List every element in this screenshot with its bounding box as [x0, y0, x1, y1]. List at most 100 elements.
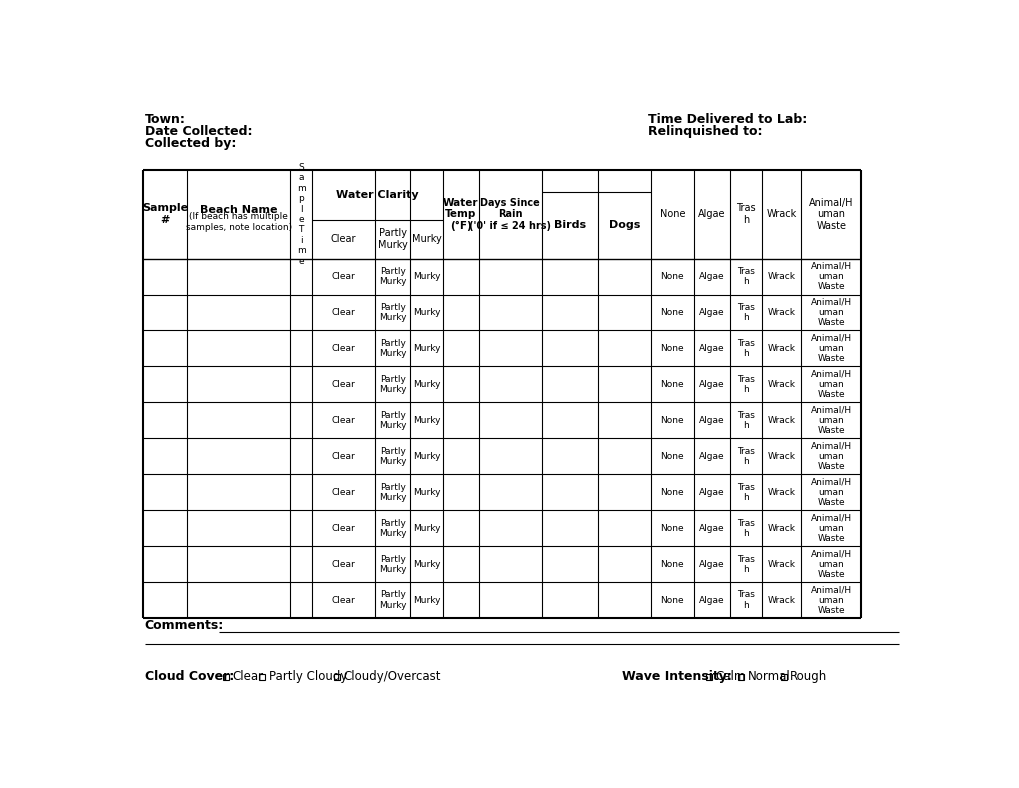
Text: Algae: Algae [698, 416, 723, 425]
Text: Partly
Murky: Partly Murky [379, 375, 407, 394]
Text: Tras
h: Tras h [737, 555, 754, 574]
Text: Partly
Murky: Partly Murky [379, 447, 407, 466]
Text: Animal/H
uman
Waste: Animal/H uman Waste [810, 549, 851, 579]
Text: Algae: Algae [698, 380, 723, 389]
Text: Algae: Algae [698, 272, 723, 281]
Text: Partly
Murky: Partly Murky [378, 229, 408, 250]
Text: Cloudy/Overcast: Cloudy/Overcast [343, 670, 440, 683]
Text: Clear: Clear [331, 344, 356, 353]
Text: Murky: Murky [413, 596, 440, 604]
Text: Rough: Rough [790, 670, 826, 683]
Text: Animal/H
uman
Waste: Animal/H uman Waste [810, 406, 851, 435]
Text: Murky: Murky [413, 452, 440, 461]
Text: Clear: Clear [331, 416, 356, 425]
Text: Wrack: Wrack [767, 308, 795, 317]
Text: Murky: Murky [413, 344, 440, 353]
Text: Tras
h: Tras h [737, 339, 754, 359]
Text: Wrack: Wrack [767, 452, 795, 461]
Text: Wrack: Wrack [767, 416, 795, 425]
Text: Wave Intensity:: Wave Intensity: [622, 670, 731, 683]
Text: Algae: Algae [698, 524, 723, 533]
Text: Tras
h: Tras h [737, 375, 754, 394]
Text: Beach Name: Beach Name [200, 205, 277, 214]
Bar [222, 674, 229, 680]
Text: Animal/H
uman
Waste: Animal/H uman Waste [808, 198, 853, 231]
Text: Partly
Murky: Partly Murky [379, 482, 407, 502]
Text: Wrack: Wrack [767, 344, 795, 353]
Text: Relinquished to:: Relinquished to: [648, 125, 762, 138]
Text: Algae: Algae [698, 452, 723, 461]
Text: None: None [660, 452, 684, 461]
Text: Collected by:: Collected by: [145, 136, 235, 150]
Text: Partly Cloudy: Partly Cloudy [268, 670, 346, 683]
Text: Tras
h: Tras h [737, 590, 754, 610]
Text: None: None [660, 488, 684, 496]
Text: Partly
Murky: Partly Murky [379, 303, 407, 322]
Text: Clear: Clear [331, 380, 356, 389]
Text: Algae: Algae [698, 488, 723, 496]
Text: Calm: Calm [714, 670, 745, 683]
Text: Days Since
Rain
('0' if ≤ 24 hrs): Days Since Rain ('0' if ≤ 24 hrs) [469, 198, 551, 231]
Text: None: None [660, 524, 684, 533]
Bar [334, 674, 340, 680]
Text: Clear: Clear [232, 670, 263, 683]
Text: Clear: Clear [331, 272, 356, 281]
Text: Wrack: Wrack [767, 488, 795, 496]
Text: Clear: Clear [331, 559, 356, 569]
Text: Wrack: Wrack [767, 524, 795, 533]
Bar [705, 674, 711, 680]
Text: None: None [660, 416, 684, 425]
Text: Murky: Murky [413, 524, 440, 533]
Text: Time Delivered to Lab:: Time Delivered to Lab: [648, 113, 807, 126]
Text: Algae: Algae [697, 210, 725, 219]
Text: None: None [660, 308, 684, 317]
Text: Dogs: Dogs [608, 220, 639, 230]
Text: Partly
Murky: Partly Murky [379, 519, 407, 538]
Text: Partly
Murky: Partly Murky [379, 411, 407, 430]
Text: Murky: Murky [413, 559, 440, 569]
Text: Animal/H
uman
Waste: Animal/H uman Waste [810, 478, 851, 507]
Text: Wrack: Wrack [767, 559, 795, 569]
Bar [259, 674, 265, 680]
Text: Animal/H
uman
Waste: Animal/H uman Waste [810, 370, 851, 400]
Text: None: None [660, 559, 684, 569]
Text: Water Clarity: Water Clarity [336, 190, 419, 200]
Text: Water
Temp
(°F): Water Temp (°F) [442, 198, 478, 231]
Text: Murky: Murky [413, 308, 440, 317]
Text: Sample
#: Sample # [142, 203, 187, 225]
Text: Comments:: Comments: [145, 619, 223, 632]
Text: Algae: Algae [698, 596, 723, 604]
Text: Algae: Algae [698, 308, 723, 317]
Text: Murky: Murky [413, 272, 440, 281]
Text: Clear: Clear [330, 234, 356, 244]
Text: Normal: Normal [747, 670, 790, 683]
Text: None: None [660, 344, 684, 353]
Bar [781, 674, 787, 680]
Text: Clear: Clear [331, 308, 356, 317]
Text: None: None [660, 596, 684, 604]
Text: Animal/H
uman
Waste: Animal/H uman Waste [810, 333, 851, 363]
Text: Clear: Clear [331, 452, 356, 461]
Text: None: None [659, 210, 685, 219]
Text: Partly
Murky: Partly Murky [379, 590, 407, 610]
Text: Birds: Birds [553, 220, 586, 230]
Text: None: None [660, 272, 684, 281]
Text: Murky: Murky [412, 234, 441, 244]
Text: Murky: Murky [413, 380, 440, 389]
Text: None: None [660, 380, 684, 389]
Text: Partly
Murky: Partly Murky [379, 339, 407, 359]
Text: Cloud Cover:: Cloud Cover: [145, 670, 233, 683]
Text: Clear: Clear [331, 524, 356, 533]
Text: Algae: Algae [698, 344, 723, 353]
Text: Tras
h: Tras h [737, 482, 754, 502]
Text: Date Collected:: Date Collected: [145, 125, 252, 138]
Text: Algae: Algae [698, 559, 723, 569]
Text: Tras
h: Tras h [736, 203, 755, 225]
Text: Tras
h: Tras h [737, 447, 754, 466]
Text: Tras
h: Tras h [737, 519, 754, 538]
Text: Wrack: Wrack [767, 272, 795, 281]
Text: Animal/H
uman
Waste: Animal/H uman Waste [810, 262, 851, 292]
Text: Tras
h: Tras h [737, 267, 754, 286]
Text: Partly
Murky: Partly Murky [379, 267, 407, 286]
Text: Murky: Murky [413, 488, 440, 496]
